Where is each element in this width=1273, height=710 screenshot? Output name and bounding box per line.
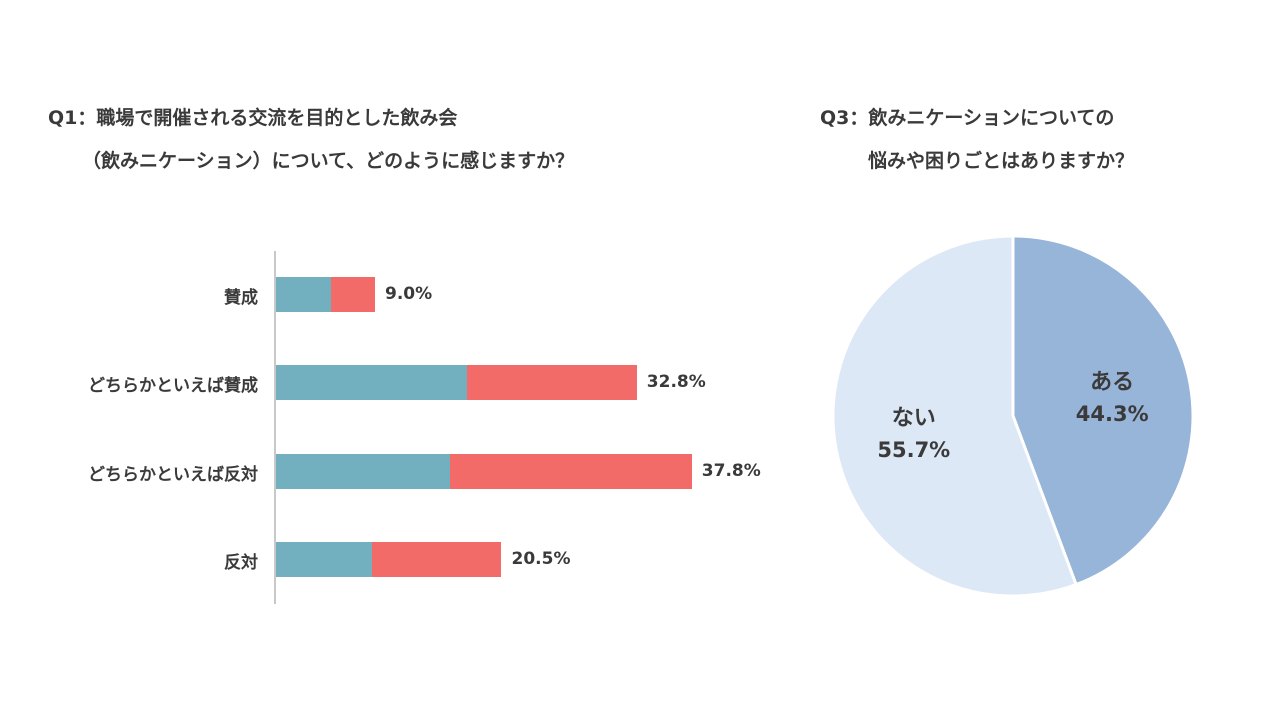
bar-segment	[276, 454, 450, 489]
pie-slice-value: 55.7%	[877, 437, 951, 462]
bar-value-label: 9.0%	[385, 284, 433, 304]
bar-category-label: 賛成	[224, 288, 258, 308]
bar-segment	[449, 454, 692, 489]
bar-chart-axis	[274, 251, 276, 604]
bar-segment	[467, 365, 637, 400]
bar-segment	[276, 365, 468, 400]
bar-value-label: 20.5%	[511, 549, 571, 569]
q1-title-line2: （飲みニケーション）について、どのように感じますか？	[82, 150, 575, 172]
bar-category-label: どちらかといえば賛成	[88, 376, 258, 396]
pie-slice	[1011, 234, 1195, 587]
pie-slice-value: 44.3%	[1075, 402, 1149, 427]
pie-slice	[831, 234, 1079, 598]
bar-segment	[371, 542, 502, 577]
bar-value-label: 32.8%	[646, 372, 706, 392]
pie-slice-label: ある	[1090, 370, 1135, 396]
bar-segment	[276, 277, 331, 312]
bar-value-label: 37.8%	[701, 461, 761, 481]
bar-segment	[331, 277, 375, 312]
q3-title-line1: Q3：飲みニケーションについての	[820, 107, 1115, 129]
bar-category-label: 反対	[224, 553, 258, 573]
bar-category-label: どちらかといえば反対	[88, 465, 258, 485]
q3-title-line2: 悩みや困りごとはありますか？	[868, 150, 1135, 172]
bar-segment	[276, 542, 372, 577]
pie-slice-label: ない	[891, 405, 936, 431]
q1-title-line1: Q1：職場で開催される交流を目的とした飲み会	[48, 107, 458, 129]
